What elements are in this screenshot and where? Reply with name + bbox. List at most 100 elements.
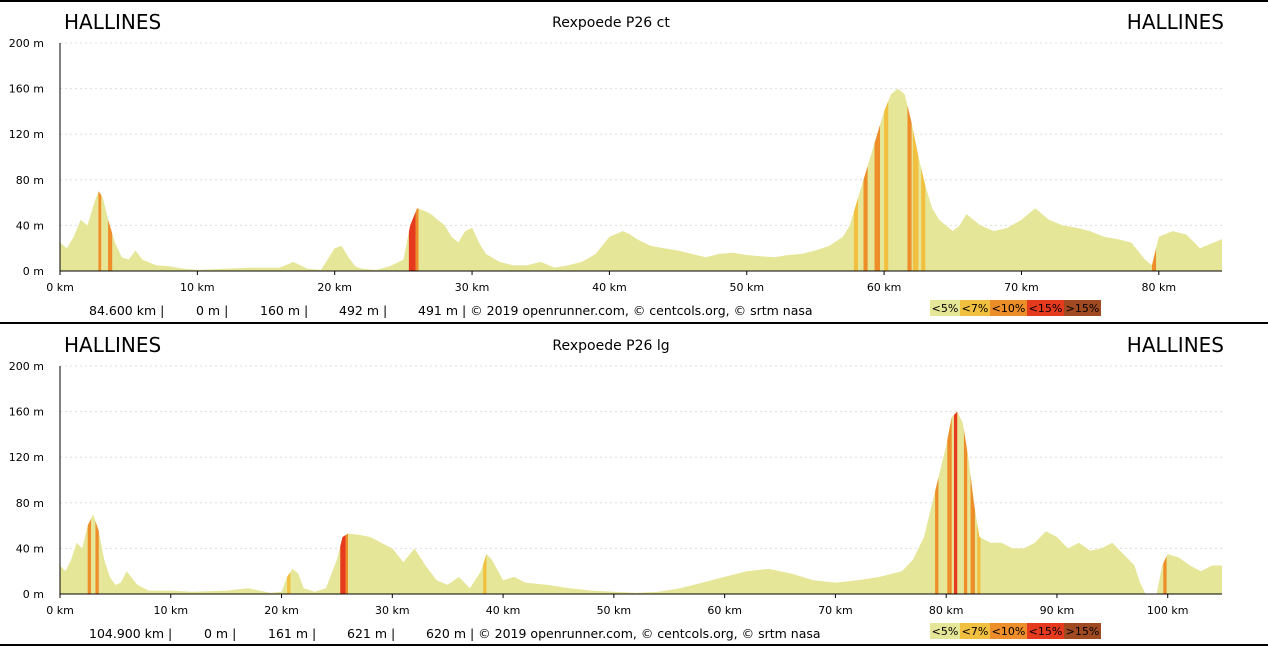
gradient-band — [1151, 88, 1157, 271]
x-tick-label: 10 km — [153, 604, 188, 617]
gradient-band — [921, 88, 926, 271]
y-tick-label: 160 m — [9, 83, 44, 96]
legend-swatch — [1064, 300, 1101, 316]
legend-label: <5% — [932, 625, 959, 638]
y-tick-label: 200 m — [9, 360, 44, 373]
legend-swatch — [990, 300, 1027, 316]
stat-min-elevation: 0 m | — [196, 303, 228, 318]
stat-descent-credits: 620 m | © 2019 openrunner.com, © centcol… — [426, 626, 821, 641]
x-tick-label: 0 km — [46, 604, 74, 617]
gradient-band — [415, 88, 419, 271]
gradient-band — [935, 411, 939, 594]
x-tick-label: 50 km — [729, 281, 764, 294]
y-tick-label: 80 m — [16, 497, 44, 510]
end-place-label: HALLINES — [1127, 10, 1224, 34]
x-tick-label: 30 km — [375, 604, 410, 617]
elevation-area — [60, 88, 1222, 271]
x-tick-label: 50 km — [597, 604, 632, 617]
legend-label: <15% — [1029, 625, 1063, 638]
gradient-band — [912, 88, 919, 271]
gradient-band — [977, 411, 981, 594]
top-border — [0, 0, 1268, 2]
stat-min-elevation: 0 m | — [204, 626, 236, 641]
slope-legend: <5% <7% <10% <15% >15% — [930, 300, 1101, 316]
x-tick-label: 90 km — [1040, 604, 1075, 617]
y-tick-label: 40 m — [16, 542, 44, 555]
chart-svg: HALLINES Rexpoede P26 ct HALLINES 0 m 40 … — [9, 10, 1224, 318]
legend-swatch — [930, 300, 960, 316]
x-tick-label: 20 km — [317, 281, 352, 294]
stat-distance: 84.600 km | — [89, 303, 164, 318]
x-tick-label: 60 km — [707, 604, 742, 617]
x-tick-label: 20 km — [264, 604, 299, 617]
legend-label: <15% — [1029, 302, 1063, 315]
x-tick-label: 100 km — [1147, 604, 1189, 617]
gradient-band — [408, 88, 416, 271]
stat-ascent: 492 m | — [339, 303, 387, 318]
stat-ascent: 621 m | — [347, 626, 395, 641]
y-tick-label: 0 m — [23, 588, 44, 601]
legend-label: <7% — [962, 625, 989, 638]
legend-swatch — [960, 623, 990, 639]
x-tick-label: 60 km — [867, 281, 902, 294]
x-tick-label: 30 km — [455, 281, 490, 294]
start-place-label: HALLINES — [64, 333, 161, 357]
stat-descent-credits: 491 m | © 2019 openrunner.com, © centcol… — [418, 303, 813, 318]
y-tick-label: 40 m — [16, 219, 44, 232]
legend-swatch — [1027, 623, 1064, 639]
x-tick-label: 40 km — [592, 281, 627, 294]
legend-label: >15% — [1066, 625, 1100, 638]
legend-label: <7% — [962, 302, 989, 315]
gradient-band — [907, 88, 912, 271]
gradient-band — [287, 411, 291, 594]
divider — [0, 322, 1268, 324]
gradient-band — [483, 411, 487, 594]
y-tick-label: 160 m — [9, 406, 44, 419]
gradient-band — [863, 88, 868, 271]
y-tick-label: 200 m — [9, 37, 44, 50]
gradient-band — [874, 88, 880, 271]
stats-bar: 104.900 km | 0 m | 161 m | 621 m | 620 m… — [89, 626, 821, 641]
x-tick-label: 70 km — [1004, 281, 1039, 294]
chart-title: Rexpoede P26 ct — [552, 15, 670, 31]
gradient-band — [345, 411, 349, 594]
gradient-band — [953, 411, 958, 594]
y-tick-label: 0 m — [23, 265, 44, 278]
stat-distance: 104.900 km | — [89, 626, 172, 641]
stats-bar: 84.600 km | 0 m | 160 m | 492 m | 491 m … — [89, 303, 813, 318]
legend-swatch — [990, 623, 1027, 639]
x-tick-label: 10 km — [180, 281, 215, 294]
chart-svg: HALLINES Rexpoede P26 lg HALLINES 0 m 40 … — [9, 333, 1224, 641]
y-tick-label: 120 m — [9, 451, 44, 464]
legend-label: <10% — [992, 625, 1026, 638]
y-tick-label: 80 m — [16, 174, 44, 187]
bottom-border — [0, 644, 1268, 646]
y-tick-label: 120 m — [9, 128, 44, 141]
gradient-band — [963, 411, 968, 594]
elevation-area — [60, 411, 1222, 594]
gradient-band — [1163, 411, 1167, 594]
x-tick-label: 80 km — [929, 604, 964, 617]
gradient-band — [340, 411, 346, 594]
end-place-label: HALLINES — [1127, 333, 1224, 357]
gradient-band — [947, 411, 952, 594]
legend-label: <5% — [932, 302, 959, 315]
gradient-band — [95, 411, 99, 594]
stat-max-elevation: 160 m | — [260, 303, 308, 318]
gradient-band — [853, 88, 859, 271]
gradient-band — [87, 411, 92, 594]
start-place-label: HALLINES — [64, 10, 161, 34]
legend-swatch — [960, 300, 990, 316]
elevation-profile-lg: HALLINES Rexpoede P26 lg HALLINES 0 m 40 … — [0, 323, 1268, 646]
legend-swatch — [930, 623, 960, 639]
elevation-profile-ct: HALLINES Rexpoede P26 ct HALLINES 0 m 40 … — [0, 0, 1268, 323]
legend-label: <10% — [992, 302, 1026, 315]
gradient-band — [98, 88, 102, 271]
gradient-band — [970, 411, 975, 594]
gradient-band — [108, 88, 113, 271]
x-tick-label: 0 km — [46, 281, 74, 294]
x-tick-label: 70 km — [818, 604, 853, 617]
x-tick-label: 80 km — [1142, 281, 1177, 294]
legend-swatch — [1027, 300, 1064, 316]
chart-title: Rexpoede P26 lg — [552, 338, 669, 354]
